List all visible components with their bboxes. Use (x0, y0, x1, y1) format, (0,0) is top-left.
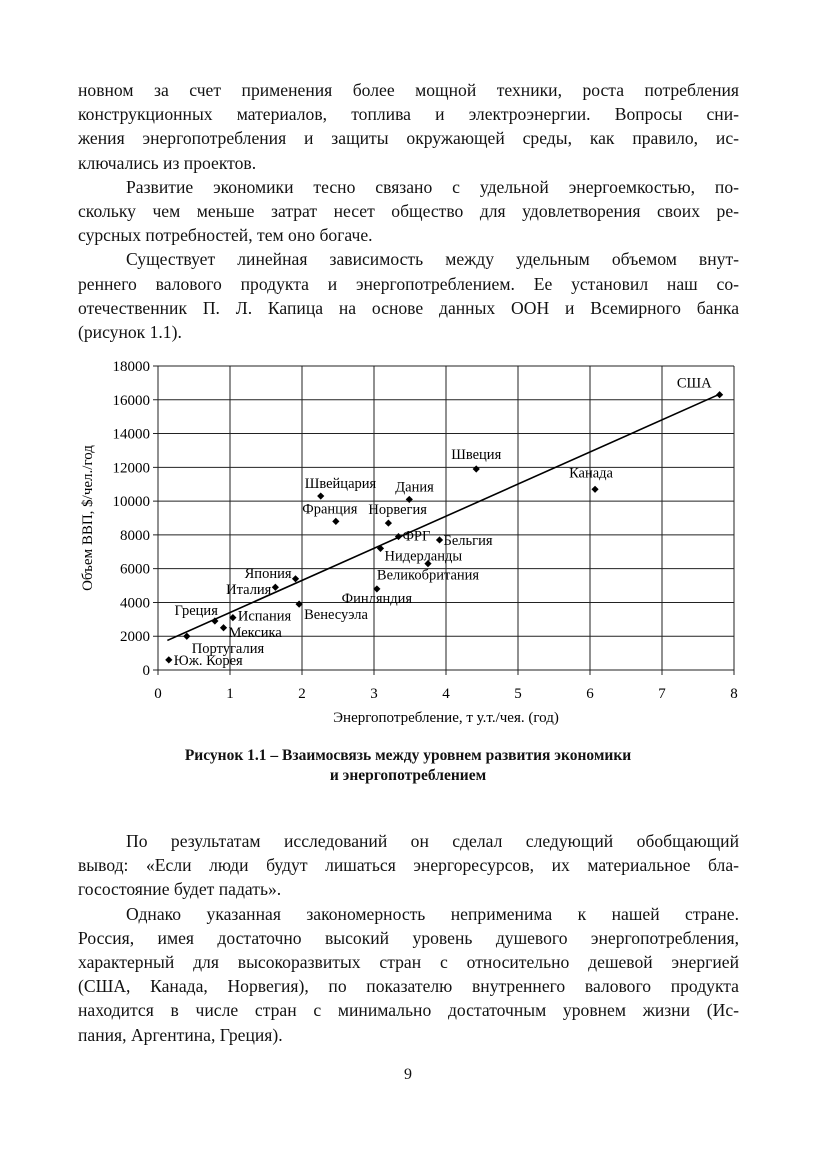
text-line: Россия, имея достаточно высокий уровень … (78, 927, 739, 948)
scatter-chart: 0 1 2 3 4 5 6 7 8 0 2000 4000 6000 8000 10000 12000 1400… (80, 359, 738, 726)
point-label: Греция (175, 603, 219, 619)
text-line: находится в числе стран с минимально дос… (78, 1000, 739, 1021)
point-label: Нидерланды (384, 548, 462, 564)
text-line: сурсных потребностей, тем оно богаче. (78, 225, 373, 246)
data-point (373, 585, 381, 593)
y-tick-label: 6000 (120, 562, 150, 578)
figure-caption: Рисунок 1.1 – Взаимосвязь между уровнем … (0, 746, 816, 786)
data-point (295, 600, 303, 608)
point-label: Франция (302, 501, 357, 517)
point-label: Португалия (192, 641, 265, 657)
point-label: Испания (238, 609, 292, 625)
text-line: Развитие экономики тесно связано с удель… (126, 176, 739, 197)
text-line: реннего валового продукта и энергопотреб… (78, 273, 739, 294)
y-tick-label: 0 (143, 663, 151, 679)
data-point (211, 617, 219, 625)
point-label: Мексика (229, 625, 283, 641)
y-tick-label: 12000 (113, 460, 151, 476)
data-point (472, 465, 480, 473)
body-text-bottom: По результатам исследований он сделал сл… (78, 829, 739, 1047)
point-label: ФРГ (402, 529, 430, 545)
caption-line-2: и энергопотреблением (329, 767, 487, 784)
x-tick-label: 0 (154, 686, 162, 702)
x-tick-label: 3 (370, 686, 378, 702)
text-line: жения энергопотребления и защиты окружаю… (78, 128, 739, 149)
x-axis-label: Энергопотребление, т у.т./чея. (год) (333, 710, 559, 726)
text-line: конструкционных материалов, топлива и эл… (78, 104, 739, 125)
data-point (435, 536, 444, 544)
text-line: характерный для высокоразвитых стран с о… (78, 951, 739, 972)
x-tick-label: 4 (442, 686, 450, 702)
text-line: отечественник П. Л. Капица на основе дан… (78, 297, 739, 318)
point-label: Швеция (451, 447, 501, 463)
text-line: вывод: «Если люди будут лишаться энергор… (78, 855, 739, 876)
point-label: Юж. Корея (174, 653, 243, 669)
point-label: Дания (395, 479, 434, 495)
text-line: Существует линейная зависимость между уд… (126, 249, 739, 270)
text-line: По результатам исследований он сделал сл… (126, 831, 739, 851)
text-line: (США, Канада, Норвегия), по показателю в… (78, 976, 739, 997)
data-point (219, 624, 228, 632)
x-tick-label: 6 (586, 686, 594, 702)
text-line: новном за счет применения более мощной т… (78, 80, 739, 100)
data-point (317, 492, 325, 500)
data-point (183, 632, 191, 640)
point-label: Канада (569, 465, 613, 481)
y-tick-label: 2000 (120, 629, 150, 645)
text-line: (рисунок 1.1). (78, 321, 182, 342)
caption-line-1: Рисунок 1.1 – Взаимосвязь между уровнем … (184, 747, 632, 764)
x-tick-label: 5 (514, 686, 522, 702)
page-number: 9 (404, 1066, 412, 1083)
data-point (332, 517, 340, 525)
y-tick-label: 8000 (120, 528, 150, 544)
x-tick-label: 7 (658, 686, 666, 702)
text-line: пания, Аргентина, Греция). (78, 1024, 283, 1045)
y-tick-label: 16000 (113, 393, 151, 409)
point-label: США (677, 376, 712, 392)
point-label: Бельгия (444, 533, 493, 549)
point-label: Швейцария (305, 476, 377, 492)
data-point (405, 495, 413, 504)
point-label: Италия (226, 582, 272, 598)
y-axis-label: Объем ВВП, $/чел./год (80, 445, 96, 591)
body-text-top: новном за счет применения более мощной т… (78, 78, 739, 344)
x-tick-label: 2 (298, 686, 306, 702)
data-point (271, 583, 279, 591)
data-point (229, 614, 237, 622)
text-line: ключались из проектов. (78, 152, 257, 173)
text-line: скольку чем меньше затрат несет общество… (78, 200, 739, 221)
y-tick-label: 10000 (113, 494, 151, 510)
point-label: Япония (245, 566, 292, 582)
data-point (165, 656, 173, 664)
data-point (716, 391, 724, 399)
text-line: Однако указанная закономерность непримен… (126, 903, 739, 924)
point-label: Венесуэла (304, 607, 368, 623)
point-label: Норвегия (368, 502, 427, 518)
data-point (384, 519, 392, 527)
trend-line (167, 393, 720, 642)
x-tick-label: 1 (226, 686, 234, 702)
data-point (424, 560, 432, 568)
y-tick-label: 18000 (113, 359, 151, 375)
data-point (291, 575, 300, 583)
y-tick-label: 14000 (113, 427, 151, 443)
data-point (394, 532, 403, 541)
data-point (591, 485, 599, 493)
point-label: Финляндия (342, 591, 413, 607)
point-label: Великобритания (377, 568, 480, 584)
text-line: госостояние будет падать». (78, 879, 282, 900)
data-point (376, 544, 385, 552)
y-tick-label: 4000 (120, 595, 150, 611)
x-tick-label: 8 (730, 686, 738, 702)
